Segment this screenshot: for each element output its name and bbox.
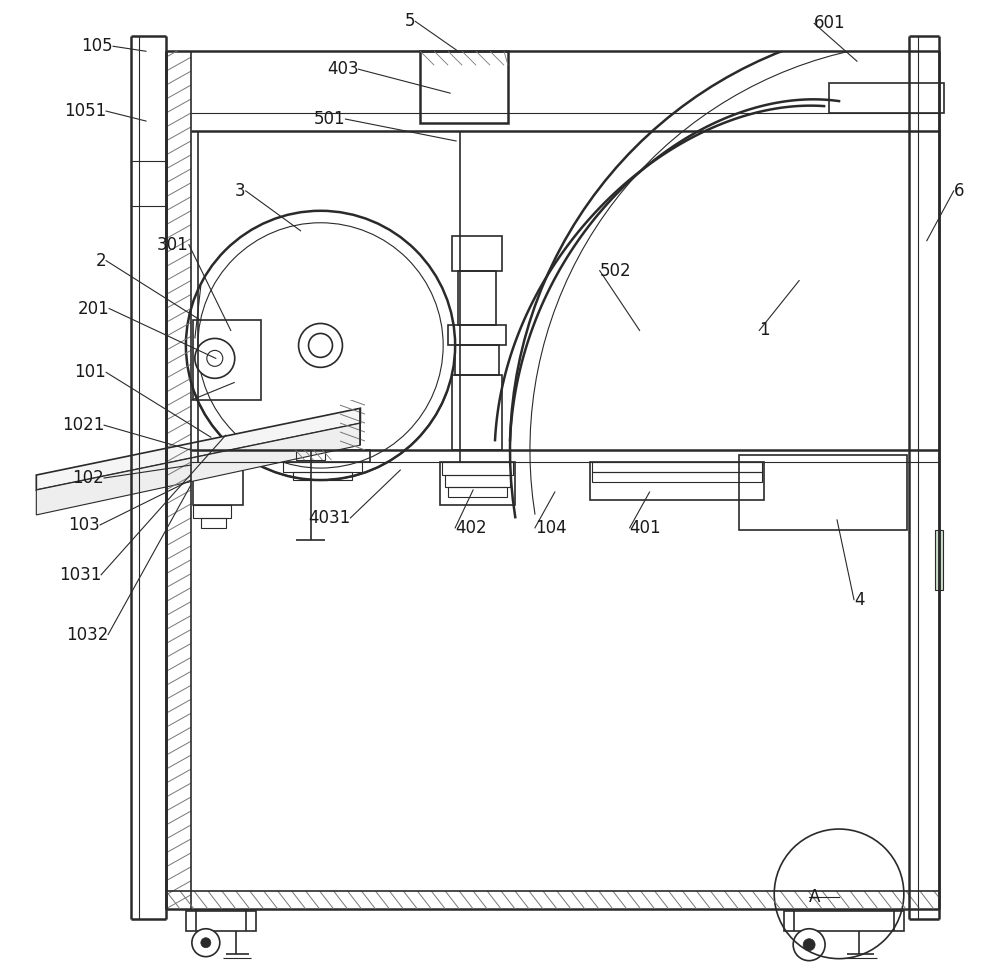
Bar: [296, 450, 325, 460]
Bar: [193, 505, 231, 517]
Bar: [590, 463, 764, 500]
Text: 6: 6: [954, 182, 964, 200]
Text: 1: 1: [759, 321, 770, 339]
Bar: [458, 270, 496, 325]
Bar: [293, 472, 352, 480]
Circle shape: [793, 929, 825, 960]
Bar: [448, 487, 507, 497]
Bar: [442, 463, 513, 475]
Bar: [935, 530, 943, 590]
Text: 403: 403: [327, 60, 358, 78]
Circle shape: [309, 333, 332, 358]
Circle shape: [299, 323, 342, 368]
Text: 601: 601: [814, 15, 846, 32]
Bar: [193, 463, 243, 505]
Text: A: A: [809, 888, 820, 906]
Text: 401: 401: [630, 518, 661, 537]
Text: 5: 5: [405, 13, 415, 30]
Text: 1021: 1021: [62, 416, 104, 434]
Bar: [829, 83, 944, 113]
Text: 4: 4: [854, 591, 864, 609]
Circle shape: [207, 351, 223, 367]
Bar: [455, 345, 499, 375]
Bar: [445, 475, 510, 487]
Bar: [193, 320, 261, 400]
Bar: [784, 910, 904, 931]
Polygon shape: [36, 423, 360, 514]
Bar: [271, 450, 370, 463]
Text: 103: 103: [68, 515, 100, 534]
Circle shape: [195, 338, 235, 378]
Text: 105: 105: [81, 37, 113, 55]
Text: 501: 501: [314, 110, 345, 128]
Bar: [283, 463, 362, 472]
Bar: [201, 517, 226, 528]
Bar: [452, 236, 502, 270]
Bar: [739, 455, 907, 530]
Text: 402: 402: [455, 518, 487, 537]
Text: 1051: 1051: [64, 102, 106, 121]
Bar: [186, 910, 256, 931]
Text: 301: 301: [157, 236, 189, 254]
Circle shape: [201, 938, 211, 948]
Text: 4031: 4031: [308, 509, 350, 527]
Text: 502: 502: [600, 262, 631, 279]
Circle shape: [192, 929, 220, 956]
Text: 2: 2: [95, 252, 106, 270]
Bar: [452, 375, 502, 450]
Text: 102: 102: [72, 469, 104, 487]
Bar: [440, 463, 515, 505]
Text: 101: 101: [74, 364, 106, 381]
Text: 1032: 1032: [66, 625, 108, 644]
Bar: [420, 51, 508, 123]
Bar: [592, 463, 762, 472]
Polygon shape: [36, 409, 360, 490]
Text: 201: 201: [77, 300, 109, 318]
Circle shape: [803, 939, 815, 951]
Bar: [448, 325, 506, 345]
Text: 1031: 1031: [59, 565, 101, 584]
Text: 3: 3: [235, 182, 246, 200]
Text: 104: 104: [535, 518, 567, 537]
Bar: [592, 472, 762, 482]
